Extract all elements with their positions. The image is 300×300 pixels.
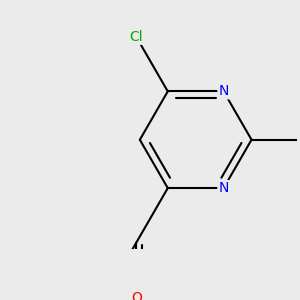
Text: O: O — [131, 292, 142, 300]
Text: N: N — [218, 84, 229, 98]
Text: N: N — [218, 181, 229, 195]
Text: Cl: Cl — [130, 30, 143, 44]
